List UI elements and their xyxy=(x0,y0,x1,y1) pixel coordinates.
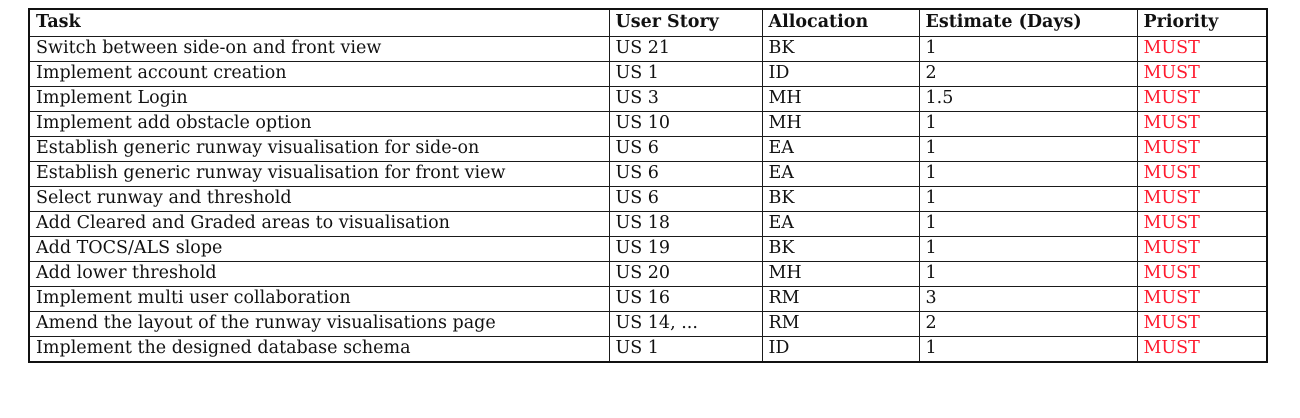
cell-priority: MUST xyxy=(1136,86,1268,112)
cell-estimate: 1 xyxy=(918,186,1138,212)
cell-allocation: RM xyxy=(761,286,920,312)
cell-allocation: BK xyxy=(761,236,920,262)
cell-task: Establish generic runway visualisation f… xyxy=(28,136,610,162)
cell-estimate: 1 xyxy=(918,136,1138,162)
cell-allocation: ID xyxy=(761,61,920,87)
table-row: Add TOCS/ALS slope US 19 BK 1 MUST xyxy=(28,236,1268,262)
cell-allocation: EA xyxy=(761,161,920,187)
cell-estimate: 1 xyxy=(918,111,1138,137)
column-header-task: Task xyxy=(28,8,610,37)
cell-task: Select runway and threshold xyxy=(28,186,610,212)
cell-task: Implement account creation xyxy=(28,61,610,87)
cell-priority: MUST xyxy=(1136,286,1268,312)
cell-user-story: US 16 xyxy=(608,286,763,312)
column-header-priority: Priority xyxy=(1136,8,1268,37)
cell-estimate: 1 xyxy=(918,161,1138,187)
cell-priority: MUST xyxy=(1136,161,1268,187)
cell-estimate: 2 xyxy=(918,61,1138,87)
cell-allocation: RM xyxy=(761,311,920,337)
cell-priority: MUST xyxy=(1136,261,1268,287)
cell-allocation: BK xyxy=(761,186,920,212)
cell-priority: MUST xyxy=(1136,311,1268,337)
cell-task: Implement Login xyxy=(28,86,610,112)
table-body: Switch between side-on and front view US… xyxy=(28,36,1268,363)
table-row: Implement Login US 3 MH 1.5 MUST xyxy=(28,86,1268,112)
table-row: Establish generic runway visualisation f… xyxy=(28,136,1268,162)
cell-estimate: 1 xyxy=(918,211,1138,237)
cell-estimate: 1 xyxy=(918,261,1138,287)
cell-user-story: US 1 xyxy=(608,61,763,87)
cell-task: Add lower threshold xyxy=(28,261,610,287)
table-row: Add lower threshold US 20 MH 1 MUST xyxy=(28,261,1268,287)
cell-task: Add Cleared and Graded areas to visualis… xyxy=(28,211,610,237)
table-row: Implement account creation US 1 ID 2 MUS… xyxy=(28,61,1268,87)
cell-priority: MUST xyxy=(1136,36,1268,62)
cell-user-story: US 21 xyxy=(608,36,763,62)
cell-estimate: 3 xyxy=(918,286,1138,312)
cell-allocation: EA xyxy=(761,136,920,162)
cell-user-story: US 10 xyxy=(608,111,763,137)
cell-task: Implement the designed database schema xyxy=(28,336,610,363)
table-row: Implement add obstacle option US 10 MH 1… xyxy=(28,111,1268,137)
cell-task: Switch between side-on and front view xyxy=(28,36,610,62)
cell-priority: MUST xyxy=(1136,211,1268,237)
cell-user-story: US 6 xyxy=(608,186,763,212)
cell-task: Establish generic runway visualisation f… xyxy=(28,161,610,187)
table-header-row: Task User Story Allocation Estimate (Day… xyxy=(28,8,1268,37)
cell-user-story: US 19 xyxy=(608,236,763,262)
cell-allocation: ID xyxy=(761,336,920,363)
cell-user-story: US 6 xyxy=(608,136,763,162)
cell-user-story: US 14, ... xyxy=(608,311,763,337)
cell-user-story: US 18 xyxy=(608,211,763,237)
column-header-estimate: Estimate (Days) xyxy=(918,8,1138,37)
cell-estimate: 1 xyxy=(918,236,1138,262)
table-row: Select runway and threshold US 6 BK 1 MU… xyxy=(28,186,1268,212)
task-allocation-table: Task User Story Allocation Estimate (Day… xyxy=(28,8,1268,363)
cell-allocation: MH xyxy=(761,261,920,287)
table-row: Amend the layout of the runway visualisa… xyxy=(28,311,1268,337)
cell-estimate: 1 xyxy=(918,36,1138,62)
cell-task: Implement add obstacle option xyxy=(28,111,610,137)
column-header-user-story: User Story xyxy=(608,8,763,37)
cell-priority: MUST xyxy=(1136,336,1268,363)
table-row: Add Cleared and Graded areas to visualis… xyxy=(28,211,1268,237)
cell-user-story: US 1 xyxy=(608,336,763,363)
table-row: Implement the designed database schema U… xyxy=(28,336,1268,363)
table-row: Switch between side-on and front view US… xyxy=(28,36,1268,62)
cell-priority: MUST xyxy=(1136,111,1268,137)
cell-allocation: BK xyxy=(761,36,920,62)
cell-user-story: US 6 xyxy=(608,161,763,187)
cell-priority: MUST xyxy=(1136,136,1268,162)
task-table-container: Task User Story Allocation Estimate (Day… xyxy=(28,8,1268,363)
cell-priority: MUST xyxy=(1136,186,1268,212)
cell-estimate: 1 xyxy=(918,336,1138,363)
cell-user-story: US 3 xyxy=(608,86,763,112)
cell-allocation: MH xyxy=(761,111,920,137)
cell-user-story: US 20 xyxy=(608,261,763,287)
cell-allocation: EA xyxy=(761,211,920,237)
cell-priority: MUST xyxy=(1136,236,1268,262)
cell-estimate: 1.5 xyxy=(918,86,1138,112)
column-header-allocation: Allocation xyxy=(761,8,920,37)
cell-task: Implement multi user collaboration xyxy=(28,286,610,312)
table-row: Establish generic runway visualisation f… xyxy=(28,161,1268,187)
cell-priority: MUST xyxy=(1136,61,1268,87)
cell-task: Amend the layout of the runway visualisa… xyxy=(28,311,610,337)
table-row: Implement multi user collaboration US 16… xyxy=(28,286,1268,312)
cell-estimate: 2 xyxy=(918,311,1138,337)
cell-allocation: MH xyxy=(761,86,920,112)
cell-task: Add TOCS/ALS slope xyxy=(28,236,610,262)
